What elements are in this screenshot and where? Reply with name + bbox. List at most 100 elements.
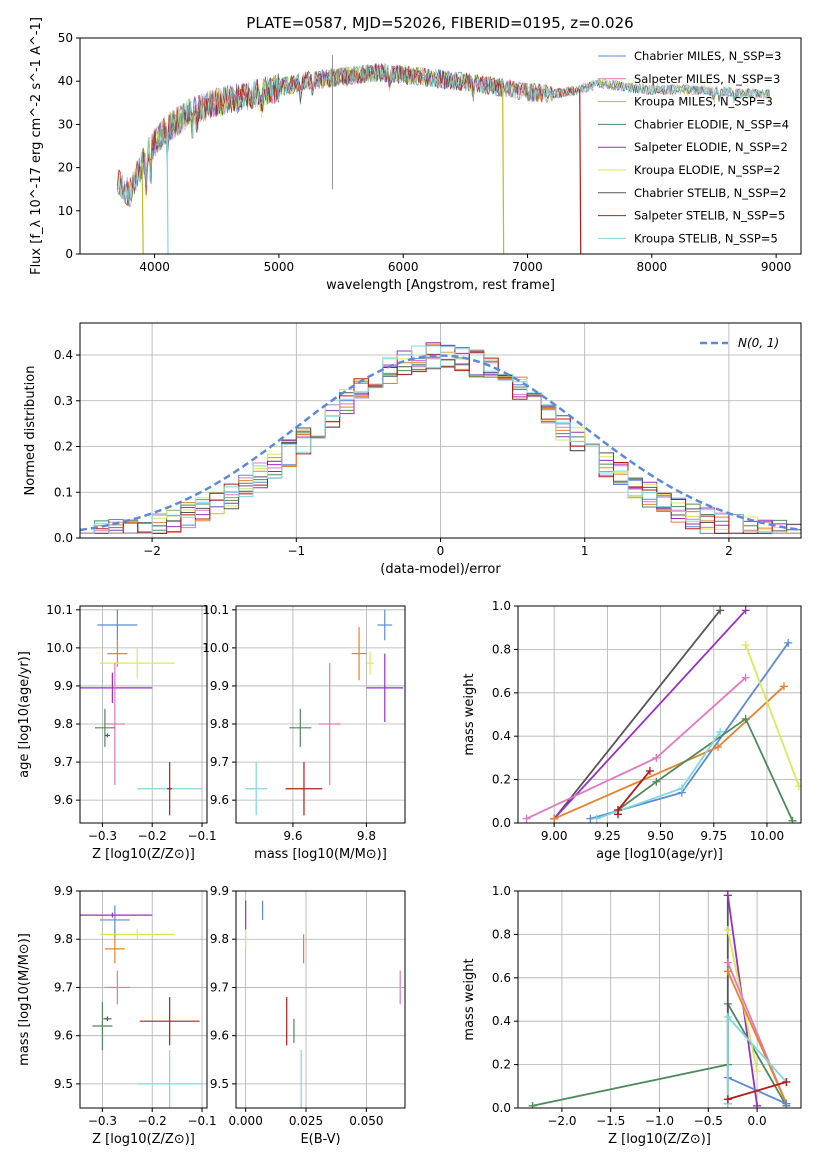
axes-frame [235, 890, 406, 1109]
x-tick-label: −0.2 [138, 1114, 167, 1128]
weight-line-kroupa_stelib [596, 731, 721, 820]
weight-line-salpeter_elodie [553, 609, 747, 820]
x-tick-label: 0.025 [289, 1114, 323, 1128]
weight-line-orange [726, 970, 788, 1105]
y-tick-label: 30 [58, 117, 73, 131]
y-tick-label: 0.4 [54, 348, 73, 362]
weight-marker [550, 814, 559, 823]
plot-area [80, 891, 207, 1108]
x-axis-label: (data-model)/error [380, 562, 501, 577]
y-axis-label: age [log10(age/yr)] [17, 651, 32, 778]
y-tick-label: 9.6 [210, 793, 229, 807]
spectrum-dropout [579, 89, 582, 254]
weight-marker [522, 814, 531, 823]
axes-root: 4000 5000 6000 7000 8000 900001020304050wavel… [17, 17, 802, 1147]
plot-area [80, 606, 207, 823]
x-tick-label: 9.50 [647, 829, 674, 843]
x-tick-label: 10.00 [750, 829, 784, 843]
legend-label: Chabrier ELODIE, N_SSP=4 [634, 117, 789, 131]
weight-marker [782, 1077, 791, 1086]
panel-mass_vs_ebv: 0.000 0.025 0.050 9.5 9.6 9.7 9.8 9.9 E(B-V) [210, 884, 406, 1147]
y-tick-label: 9.9 [54, 884, 73, 898]
legend-label: Salpeter MILES, N_SSP=3 [634, 72, 780, 86]
y-axis-label: Flux [f_λ 10^-17 erg cm^-2 s^-1 A^-1] [29, 17, 44, 275]
weight-marker [782, 1099, 791, 1108]
y-tick-label: 9.7 [210, 755, 229, 769]
y-tick-label: 9.8 [54, 717, 73, 731]
weight-marker [645, 766, 654, 775]
weight-line-kroupa_elodie [744, 644, 800, 787]
y-tick-label: 9.7 [54, 755, 73, 769]
y-tick-label: 0.4 [492, 729, 511, 743]
weight-marker [741, 641, 750, 650]
x-tick-label: 0.0 [748, 1114, 767, 1128]
y-tick-label: 0 [65, 247, 73, 261]
y-tick-label: 0.8 [492, 927, 511, 941]
weight-marker [723, 891, 732, 900]
spectrum-legend: Chabrier MILES, N_SSP=3 Salpeter MILES, N… [598, 49, 789, 245]
y-axis-label: mass weight [462, 958, 477, 1040]
weight-marker [794, 782, 801, 791]
weight-marker [652, 777, 661, 786]
y-tick-label: 0.2 [492, 773, 511, 787]
plot-area [518, 606, 801, 823]
y-tick-label: 1.0 [492, 884, 511, 898]
y-tick-label: 0.3 [54, 394, 73, 408]
weight-line-orange [553, 685, 785, 820]
panel-age_vs_Z: −0.3 −0.2 −0.1 9.6 9.7 9.8 9.9 10.0 10.1 Z [log10… [17, 603, 217, 862]
y-tick-label: 10.1 [202, 603, 229, 617]
weight-marker [716, 606, 725, 615]
weight-marker [788, 816, 797, 823]
legend-label: Kroupa MILES, N_SSP=3 [634, 95, 773, 109]
y-tick-label: 9.6 [210, 1029, 229, 1043]
legend-label: Salpeter STELIB, N_SSP=5 [634, 209, 785, 223]
residuals-legend: N(0, 1) [700, 336, 779, 350]
y-tick-label: 0.0 [492, 816, 511, 830]
panel-residuals: −2 −1 0 1 2 0.0 0.1 0.2 0.3 0.4 (data-model)/error… [23, 322, 802, 577]
histogram-chabrier_stelib [80, 351, 801, 538]
panel-mass_weight_vs_Z: −2.0 −1.5 −1.0 −0.5 0.0 0.0 0.2 0.4 0.6 0.8 1.0 Z [… [462, 884, 802, 1147]
panel-spectrum: 4000 5000 6000 7000 8000 9000 0 10 20 30 40 50 wavel… [29, 17, 802, 293]
y-axis-label: Normed distribution [23, 366, 38, 496]
plot-area [236, 606, 405, 823]
panel-mass_vs_Z: −0.3 −0.2 −0.1 9.5 9.6 9.7 9.8 9.9 Z [log10(Z/Z⊙… [17, 884, 217, 1147]
weight-line-salpeter_stelib [617, 770, 651, 815]
y-tick-label: 9.5 [210, 1077, 229, 1091]
x-tick-label: −1.0 [645, 1114, 674, 1128]
weight-marker [779, 682, 788, 691]
weight-marker [614, 805, 623, 814]
x-axis-label: Z [log10(Z/Z⊙)] [92, 1132, 195, 1147]
legend-label: Chabrier MILES, N_SSP=3 [634, 49, 781, 63]
y-tick-label: 9.9 [210, 884, 229, 898]
x-tick-label: −0.3 [88, 829, 117, 843]
weight-marker [784, 638, 793, 647]
x-tick-label: 0 [437, 544, 445, 558]
x-axis-label: Z [log10(Z/Z⊙)] [608, 1132, 711, 1147]
weight-marker [723, 967, 732, 976]
x-tick-label: −1.5 [596, 1114, 625, 1128]
weight-line-chabrier_miles [590, 642, 789, 820]
legend-label: Salpeter ELODIE, N_SSP=2 [634, 140, 788, 154]
y-axis-label: mass [log10(M/M⊙)] [17, 933, 32, 1066]
x-tick-label: −0.2 [138, 829, 167, 843]
legend-label: Chabrier STELIB, N_SSP=2 [634, 186, 786, 200]
y-axis-label: mass weight [462, 673, 477, 755]
y-tick-label: 9.9 [210, 679, 229, 693]
weight-marker [723, 926, 732, 935]
x-axis-label: wavelength [Angstrom, rest frame] [326, 278, 555, 293]
x-tick-label: −2 [143, 544, 161, 558]
axes-frame [79, 37, 802, 255]
x-axis-label: Z [log10(Z/Z⊙)] [92, 847, 195, 862]
weight-marker [723, 1095, 732, 1104]
weight-marker [741, 714, 750, 723]
weight-marker [741, 673, 750, 682]
x-tick-label: −0.3 [88, 1114, 117, 1128]
y-tick-label: 9.6 [54, 1029, 73, 1043]
x-tick-label: 9000 [761, 260, 792, 274]
weight-marker [723, 958, 732, 967]
x-tick-label: −0.1 [187, 1114, 216, 1128]
y-tick-label: 50 [58, 31, 73, 45]
legend-label: N(0, 1) [738, 336, 779, 350]
weight-line-chabrier_elodie [617, 717, 794, 822]
y-tick-label: 0.0 [492, 1101, 511, 1115]
